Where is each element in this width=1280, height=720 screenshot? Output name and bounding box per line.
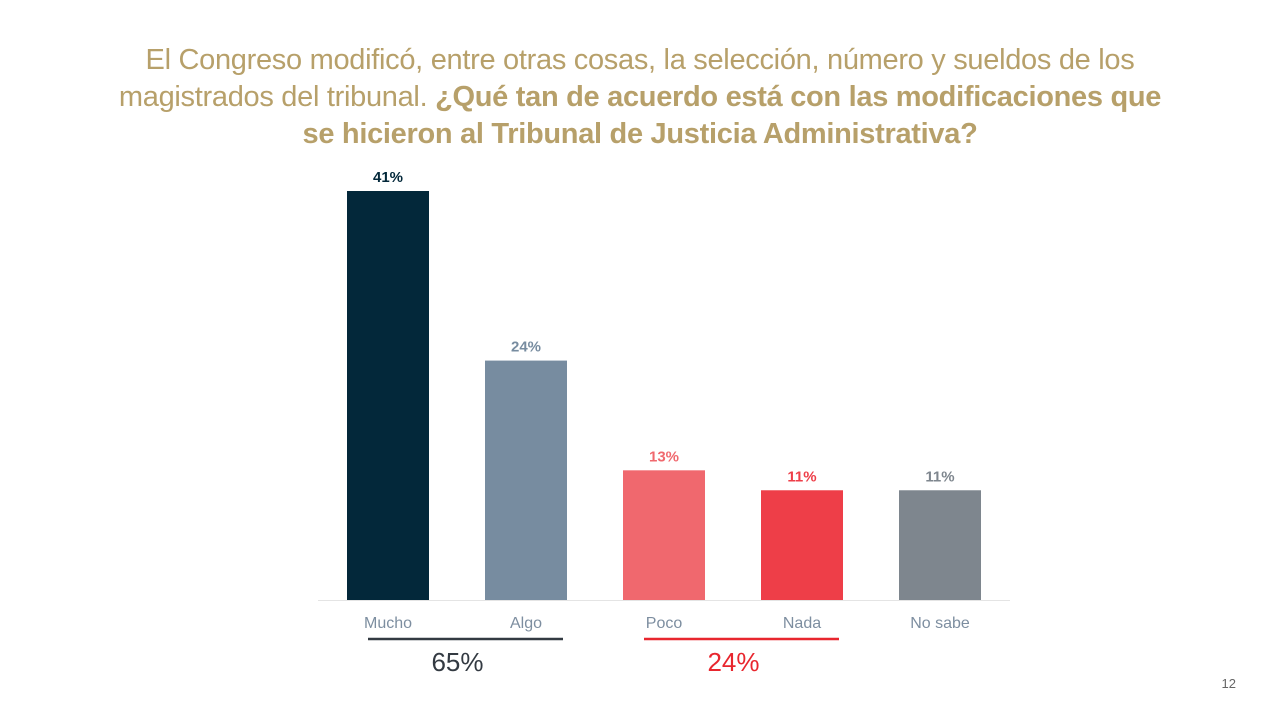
x-tick-label: No sabe: [910, 615, 970, 632]
data-label: 11%: [787, 468, 816, 485]
page-number: 12: [1221, 676, 1236, 691]
data-label: 24%: [511, 339, 541, 356]
data-label: 13%: [649, 448, 679, 465]
data-label: 41%: [373, 169, 403, 186]
chart-title: El Congreso modificó, entre otras cosas,…: [100, 42, 1180, 153]
x-tick-label: Mucho: [364, 615, 412, 632]
group-total-label: 24%: [707, 647, 759, 677]
bar-nada: [761, 490, 843, 600]
x-tick-label: Poco: [646, 615, 683, 632]
title-normal: El Congreso modificó, entre otras cosas,…: [118, 44, 1135, 113]
bar-poco: [623, 470, 705, 600]
x-tick-label: Algo: [510, 615, 542, 632]
x-tick-label: Nada: [783, 615, 821, 632]
bar-algo: [485, 360, 567, 600]
bar-no-sabe: [899, 490, 981, 600]
bar-mucho: [347, 191, 429, 600]
group-total-label: 65%: [431, 647, 483, 677]
title-bold: ¿Qué tan de acuerdo está con las modific…: [302, 81, 1162, 150]
data-label: 11%: [925, 468, 954, 485]
